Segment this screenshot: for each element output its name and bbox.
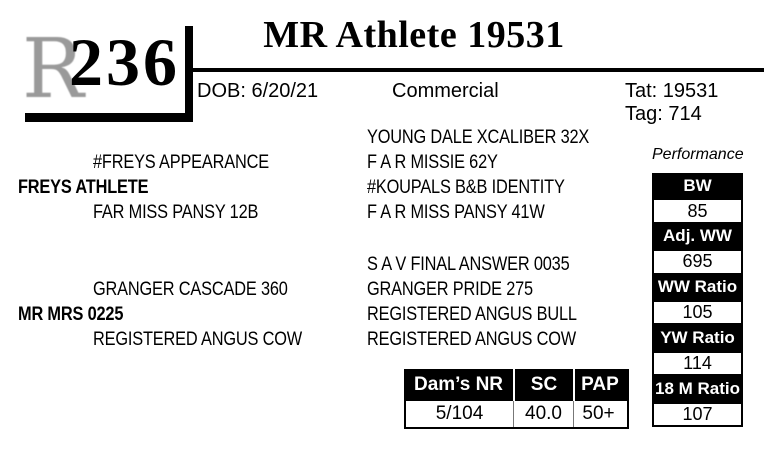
performance-value-yw-ratio: 114 [652,350,743,377]
stats-value-row: 5/104 40.0 50+ [404,401,629,429]
pedigree-sire-sire-dam: F A R MISSIE 62Y [367,152,498,173]
pedigree-dam-dam-dam: REGISTERED ANGUS COW [367,329,577,350]
performance-value-bw: 85 [652,198,743,224]
performance-label: Performance [652,146,744,163]
pedigree-sire-dam: FAR MISS PANSY 12B [93,202,259,223]
performance-value-adj-ww: 695 [652,249,743,275]
brand-r-logo: R [22,22,84,117]
lot-number: 236 [69,24,180,100]
pedigree-sire-dam-sire: #KOUPALS B&B IDENTITY [367,177,565,198]
tag-text: Tag: 714 [625,103,702,125]
animal-title: MR Athlete 19531 [263,14,565,56]
performance-table: BW 85 Adj. WW 695 WW Ratio 105 YW Ratio … [652,173,743,427]
stats-header-sc: SC [513,369,573,401]
pedigree-dam-dam-sire: REGISTERED ANGUS BULL [367,304,577,325]
pedigree-dam-name: MR MRS 0225 [18,304,124,325]
tattoo-text: Tat: 19531 [625,80,719,102]
category-text: Commercial [392,80,499,102]
dob-text: DOB: 6/20/21 [197,80,319,102]
pedigree-sire-name: FREYS ATHLETE [18,177,149,198]
performance-header-bw: BW [652,173,743,199]
stats-value-dams-nr: 5/104 [435,403,484,424]
pedigree-dam-sire: GRANGER CASCADE 360 [93,279,288,300]
header-rule [186,68,764,72]
pedigree-sire-sire-sire: YOUNG DALE XCALIBER 32X [367,127,590,148]
stats-header-pap: PAP [573,369,625,401]
stats-header-row: Dam’s NR SC PAP [404,369,629,401]
stats-header-dams-nr: Dam’s NR [413,374,504,395]
performance-header-ww-ratio: WW Ratio [652,274,743,300]
pedigree-dam-sire-dam: GRANGER PRIDE 275 [367,279,533,300]
performance-header-adj-ww: Adj. WW [652,223,743,250]
performance-header-18m-ratio: 18 M Ratio [652,376,743,402]
stats-value-sc: 40.0 [513,401,573,427]
performance-value-18m-ratio: 107 [652,401,743,427]
performance-header-yw-ratio: YW Ratio [652,325,743,351]
pedigree-sire-sire: #FREYS APPEARANCE [93,152,269,173]
stats-table: Dam’s NR SC PAP 5/104 40.0 50+ [404,369,629,429]
lot-box: R 236 [17,17,185,113]
pedigree-dam-sire-sire: S A V FINAL ANSWER 0035 [367,254,570,275]
pedigree-sire-dam-dam: F A R MISS PANSY 41W [367,202,545,223]
stats-value-pap: 50+ [573,401,623,427]
performance-value-ww-ratio: 105 [652,299,743,326]
pedigree-dam-dam: REGISTERED ANGUS COW [93,329,303,350]
